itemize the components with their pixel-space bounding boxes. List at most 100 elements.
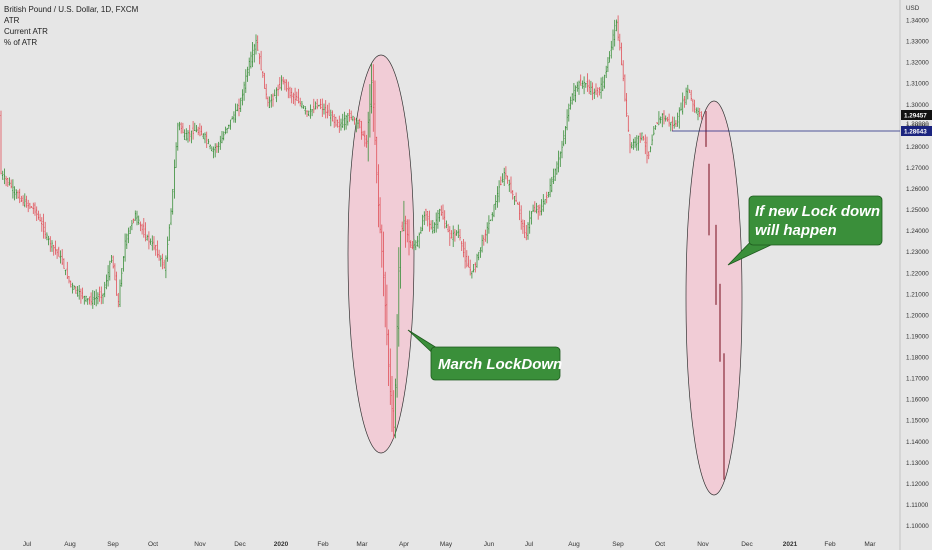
ohlc-bar bbox=[357, 119, 359, 129]
ohlc-bar bbox=[506, 175, 509, 184]
ohlc-bar bbox=[314, 101, 317, 110]
ohlc-bar bbox=[530, 210, 533, 225]
ohlc-bar bbox=[523, 220, 526, 239]
ohlc-bar bbox=[338, 115, 341, 133]
ohlc-bar bbox=[81, 287, 84, 300]
ohlc-bar bbox=[644, 134, 647, 155]
ohlc-bar bbox=[500, 176, 502, 186]
ohlc-bar bbox=[207, 138, 210, 145]
ohlc-bar bbox=[59, 250, 62, 264]
ohlc-bar bbox=[131, 219, 133, 231]
ohlc-bar bbox=[464, 241, 466, 269]
ohlc-bar bbox=[471, 270, 473, 279]
ohlc-bar bbox=[389, 348, 392, 405]
ohlc-bar bbox=[294, 87, 296, 106]
ohlc-bar bbox=[598, 87, 601, 96]
ohlc-bar bbox=[428, 210, 431, 232]
ohlc-bar bbox=[554, 168, 556, 181]
ohlc-bar bbox=[110, 255, 113, 263]
ohlc-bar bbox=[403, 200, 405, 232]
ohlc-bar bbox=[202, 133, 205, 140]
ohlc-bar bbox=[331, 110, 334, 122]
ohlc-bar bbox=[528, 210, 531, 234]
ohlc-bar bbox=[68, 276, 70, 284]
ohlc-bar bbox=[318, 104, 320, 107]
ohlc-bar bbox=[178, 121, 181, 131]
march-lockdown-ellipse bbox=[347, 54, 415, 454]
indicator-percent-atr: % of ATR bbox=[4, 38, 38, 47]
ohlc-bar bbox=[489, 219, 492, 222]
ohlc-bar bbox=[78, 285, 80, 300]
ohlc-bar bbox=[488, 215, 490, 234]
ohlc-bar bbox=[114, 263, 116, 281]
ohlc-bar bbox=[409, 240, 412, 248]
ohlc-bar bbox=[144, 222, 147, 242]
hline-price-label: 1.28643 bbox=[904, 129, 927, 136]
ohlc-bar bbox=[612, 29, 614, 51]
ohlc-bar bbox=[593, 88, 596, 99]
y-tick-label: 1.33000 bbox=[906, 39, 929, 46]
ohlc-bar bbox=[15, 189, 18, 199]
ohlc-bar bbox=[491, 212, 494, 222]
hline-price-tag: 1.28643 bbox=[901, 126, 932, 136]
ohlc-bar bbox=[7, 177, 9, 187]
ohlc-bar bbox=[562, 130, 565, 147]
ohlc-bar bbox=[149, 238, 152, 245]
ohlc-bar bbox=[585, 82, 587, 88]
symbol-title: British Pound / U.S. Dollar, 1D, FXCM bbox=[4, 5, 139, 14]
ohlc-bar bbox=[375, 136, 378, 184]
ohlc-bar bbox=[547, 191, 550, 198]
ohlc-bar bbox=[527, 222, 529, 240]
ohlc-bar bbox=[270, 94, 273, 108]
ohlc-bar bbox=[120, 268, 123, 287]
march-lockdown-label: March LockDown bbox=[438, 356, 562, 373]
ohlc-bar bbox=[229, 119, 232, 130]
ohlc-bar bbox=[95, 289, 97, 307]
ohlc-bar bbox=[86, 297, 89, 305]
ohlc-bar bbox=[340, 118, 342, 131]
ohlc-bar bbox=[226, 127, 228, 134]
ohlc-bar bbox=[205, 131, 208, 149]
ohlc-bar bbox=[681, 92, 684, 115]
ohlc-bar bbox=[309, 104, 312, 119]
ohlc-bar bbox=[564, 125, 567, 145]
ohlc-bar bbox=[411, 241, 414, 250]
ohlc-bar bbox=[182, 122, 184, 134]
ohlc-bar bbox=[610, 40, 613, 59]
ohlc-bar bbox=[248, 57, 250, 76]
ohlc-bar bbox=[664, 115, 667, 122]
ohlc-bar bbox=[296, 91, 298, 101]
ohlc-bar bbox=[136, 210, 138, 226]
ohlc-bar bbox=[58, 246, 60, 257]
ohlc-bar bbox=[602, 76, 604, 92]
ohlc-bar bbox=[85, 295, 87, 303]
ohlc-bar bbox=[622, 60, 624, 82]
ohlc-bar bbox=[617, 15, 619, 41]
ohlc-bar bbox=[290, 87, 293, 104]
ohlc-bar bbox=[595, 83, 597, 95]
x-tick-label: Jul bbox=[525, 541, 534, 548]
forecast-callout: If new Lock down will happen bbox=[727, 195, 883, 266]
ohlc-bar bbox=[532, 204, 534, 212]
ohlc-bar bbox=[496, 186, 499, 208]
indicator-current-atr: Current ATR bbox=[4, 27, 48, 36]
ohlc-bar bbox=[559, 151, 562, 167]
ohlc-bar bbox=[551, 176, 553, 193]
ohlc-bar bbox=[588, 79, 590, 95]
ohlc-bar bbox=[234, 103, 237, 123]
ohlc-bar bbox=[250, 51, 252, 69]
ohlc-bar bbox=[100, 286, 103, 305]
ohlc-bar bbox=[42, 213, 45, 239]
ohlc-bar bbox=[90, 292, 92, 306]
ohlc-bar bbox=[352, 115, 354, 122]
ohlc-bar bbox=[221, 131, 223, 144]
x-tick-label: Feb bbox=[317, 541, 329, 548]
ohlc-bar bbox=[454, 228, 456, 242]
ohlc-bar bbox=[330, 109, 332, 127]
ohlc-bar bbox=[245, 69, 247, 93]
ohlc-bar bbox=[420, 226, 422, 234]
ohlc-bar bbox=[382, 231, 385, 297]
ohlc-bar bbox=[415, 240, 417, 251]
ohlc-bar bbox=[260, 50, 262, 71]
